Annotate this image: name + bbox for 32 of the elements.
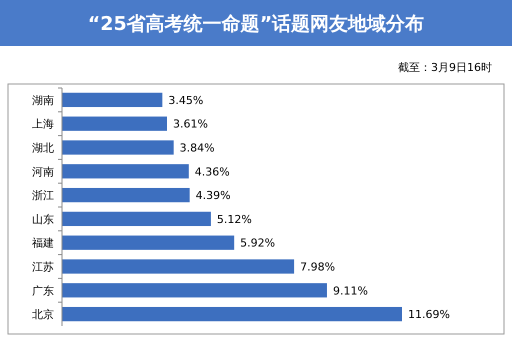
data-label: 9.11% <box>332 284 368 298</box>
data-label: 5.12% <box>216 212 252 226</box>
bar <box>62 306 402 322</box>
bar <box>62 92 162 108</box>
data-label: 3.45% <box>168 94 204 107</box>
data-label: 7.98% <box>300 260 336 274</box>
bar <box>62 283 327 298</box>
text: 截至：3月9日16时 <box>398 61 492 74</box>
y-tick-label: 福建 <box>32 236 54 250</box>
y-tick-label: 河南 <box>32 165 54 178</box>
y-tick-label: 湖南 <box>32 94 54 107</box>
data-label: 4.39% <box>196 189 231 202</box>
bar <box>62 140 174 155</box>
data-label: 3.61% <box>172 118 208 131</box>
bar <box>62 259 294 274</box>
data-label: 5.92% <box>240 236 276 250</box>
y-tick-label: 北京 <box>32 308 54 322</box>
y-tick-label: 上海 <box>32 118 54 131</box>
y-tick-label: 山东 <box>32 212 54 226</box>
y-tick-label: 浙江 <box>32 189 54 202</box>
data-label: 4.36% <box>194 165 230 178</box>
bar <box>62 188 190 202</box>
bar <box>62 212 211 226</box>
bar <box>62 116 167 131</box>
y-tick-label: 湖北 <box>32 142 54 154</box>
bar <box>62 236 234 250</box>
y-tick-label: 广东 <box>32 284 54 298</box>
chart-title: “25省高考统一命题”话题网友地域分布 <box>88 13 424 35</box>
data-label: 11.69% <box>408 308 450 322</box>
bar <box>62 164 189 178</box>
y-tick-label: 江苏 <box>32 260 54 274</box>
data-label: 3.84% <box>180 142 215 154</box>
